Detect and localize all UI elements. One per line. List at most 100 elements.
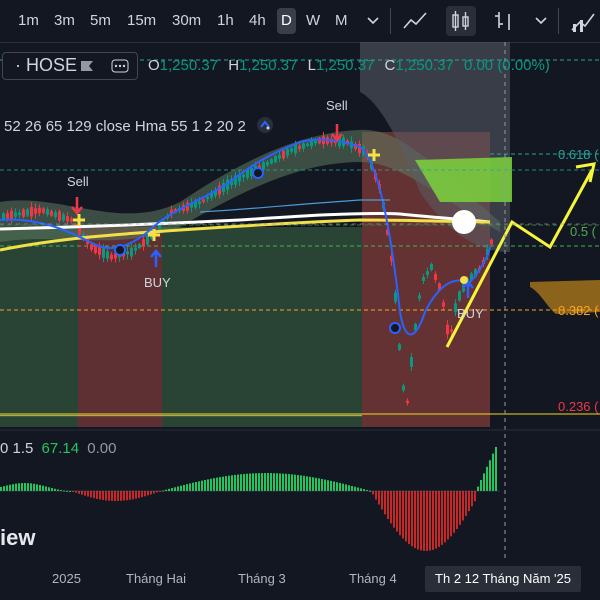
histogram-bar xyxy=(291,474,293,491)
histogram-bar xyxy=(249,473,251,491)
candle-body xyxy=(50,211,53,216)
timeframe-4h[interactable]: 4h xyxy=(249,12,266,29)
timeframe-5m[interactable]: 5m xyxy=(90,12,111,29)
histogram-bar xyxy=(9,484,11,491)
candle-body xyxy=(78,227,81,235)
histogram-bar xyxy=(141,491,143,498)
symbol-search-box[interactable]: · HOSE xyxy=(2,52,138,80)
histogram-bar xyxy=(261,473,263,491)
candle-body xyxy=(250,167,253,177)
histogram-bar xyxy=(444,491,446,543)
histogram-bar xyxy=(462,491,464,521)
histogram-bar xyxy=(315,477,317,491)
histogram-bar xyxy=(36,484,38,491)
oscillator-param: 0 1.5 xyxy=(0,440,34,457)
histogram-bar xyxy=(48,487,50,491)
timeframe-d[interactable]: D xyxy=(277,8,296,34)
histogram-bar xyxy=(156,491,158,493)
histogram-bar xyxy=(132,491,134,500)
indicator-legend[interactable]: 52 26 65 129 close Hma 55 1 2 20 2 xyxy=(4,113,274,135)
price-chart[interactable] xyxy=(0,42,600,562)
histogram-bar xyxy=(282,473,284,491)
top-toolbar: 1m 3m 5m 15m 30m 1h 4h D W M xyxy=(0,0,600,43)
ichimoku-cloud-lower xyxy=(530,280,600,314)
projection-zigzag[interactable] xyxy=(445,169,594,348)
more-options-icon[interactable] xyxy=(111,58,129,74)
candle-body xyxy=(238,174,241,182)
histogram-bar xyxy=(366,489,368,491)
timeframe-chevron-down-icon[interactable] xyxy=(358,6,388,36)
indicators-icon[interactable] xyxy=(568,6,598,36)
candle-body xyxy=(138,243,141,249)
candle-body xyxy=(14,212,17,217)
flag-icon[interactable] xyxy=(79,59,95,73)
timeframe-1h[interactable]: 1h xyxy=(217,12,234,29)
symbol-exchange-label: · HOSE xyxy=(15,55,78,75)
signal-dot-icon xyxy=(114,244,126,256)
line-chart-icon[interactable] xyxy=(400,6,430,36)
x-axis-tick: 2025 xyxy=(52,571,81,586)
candle-body xyxy=(298,145,301,149)
candle-body xyxy=(62,214,65,221)
histogram-bar xyxy=(57,489,59,491)
candle-body xyxy=(162,220,165,224)
histogram-bar xyxy=(396,491,398,532)
candle-body xyxy=(58,211,61,221)
crosshair-date-label: Th 2 12 Tháng Năm '25 xyxy=(425,566,581,592)
close-value: 1,250.37 xyxy=(395,57,454,74)
histogram-bar xyxy=(204,479,206,491)
crosshair-point-icon xyxy=(452,210,476,234)
sell-signal-label: Sell xyxy=(326,98,348,113)
timeframe-3m[interactable]: 3m xyxy=(54,12,75,29)
bar-chart-icon[interactable] xyxy=(490,6,520,36)
candle-body xyxy=(302,143,305,149)
histogram-bar xyxy=(12,484,14,491)
candle-body xyxy=(126,251,129,255)
histogram-bar xyxy=(303,475,305,491)
histogram-bar xyxy=(216,477,218,491)
histogram-bar xyxy=(360,488,362,491)
projection-arrow-icon xyxy=(575,162,596,183)
candle-body xyxy=(422,277,425,281)
lower-band-line xyxy=(0,415,362,417)
histogram-bar xyxy=(279,473,281,491)
histogram-bar xyxy=(231,475,233,491)
candle-body xyxy=(386,229,389,235)
timeframe-1m[interactable]: 1m xyxy=(18,12,39,29)
histogram-bar xyxy=(138,491,140,498)
histogram-bar xyxy=(69,490,71,492)
timeframe-30m[interactable]: 30m xyxy=(172,12,202,29)
indicator-settings-icon[interactable] xyxy=(256,116,274,134)
histogram-bar xyxy=(432,491,434,550)
oscillator-legend[interactable]: 0 1.5 67.14 0.00 xyxy=(0,440,116,457)
histogram-bar xyxy=(168,488,170,491)
candle-body xyxy=(18,212,21,216)
histogram-bar xyxy=(453,491,455,533)
candle-body xyxy=(430,264,433,270)
histogram-bar xyxy=(429,491,431,551)
candlestick-icon[interactable] xyxy=(446,6,476,36)
histogram-bar xyxy=(330,480,332,491)
timeframe-w[interactable]: W xyxy=(306,12,321,29)
histogram-bar xyxy=(345,484,347,491)
histogram-bar xyxy=(153,491,155,494)
candle-body xyxy=(206,196,209,200)
histogram-bar xyxy=(180,485,182,491)
candle-body xyxy=(146,235,149,245)
histogram-bar xyxy=(456,491,458,529)
histogram-bar xyxy=(225,476,227,491)
candle-body xyxy=(222,182,225,192)
candle-body xyxy=(290,148,293,152)
candle-body xyxy=(194,200,197,208)
histogram-bar xyxy=(159,491,161,492)
histogram-bar xyxy=(105,491,107,501)
histogram-bar xyxy=(381,491,383,510)
timeframe-15m[interactable]: 15m xyxy=(127,12,157,29)
histogram-bar xyxy=(468,491,470,512)
histogram-bar xyxy=(93,491,95,499)
timeframe-m[interactable]: M xyxy=(335,12,348,29)
buy-signal-label: BUY xyxy=(144,275,171,290)
oscillator-value: 67.14 xyxy=(41,440,80,457)
histogram-bar xyxy=(117,491,119,501)
chart-type-chevron-down-icon[interactable] xyxy=(526,6,556,36)
